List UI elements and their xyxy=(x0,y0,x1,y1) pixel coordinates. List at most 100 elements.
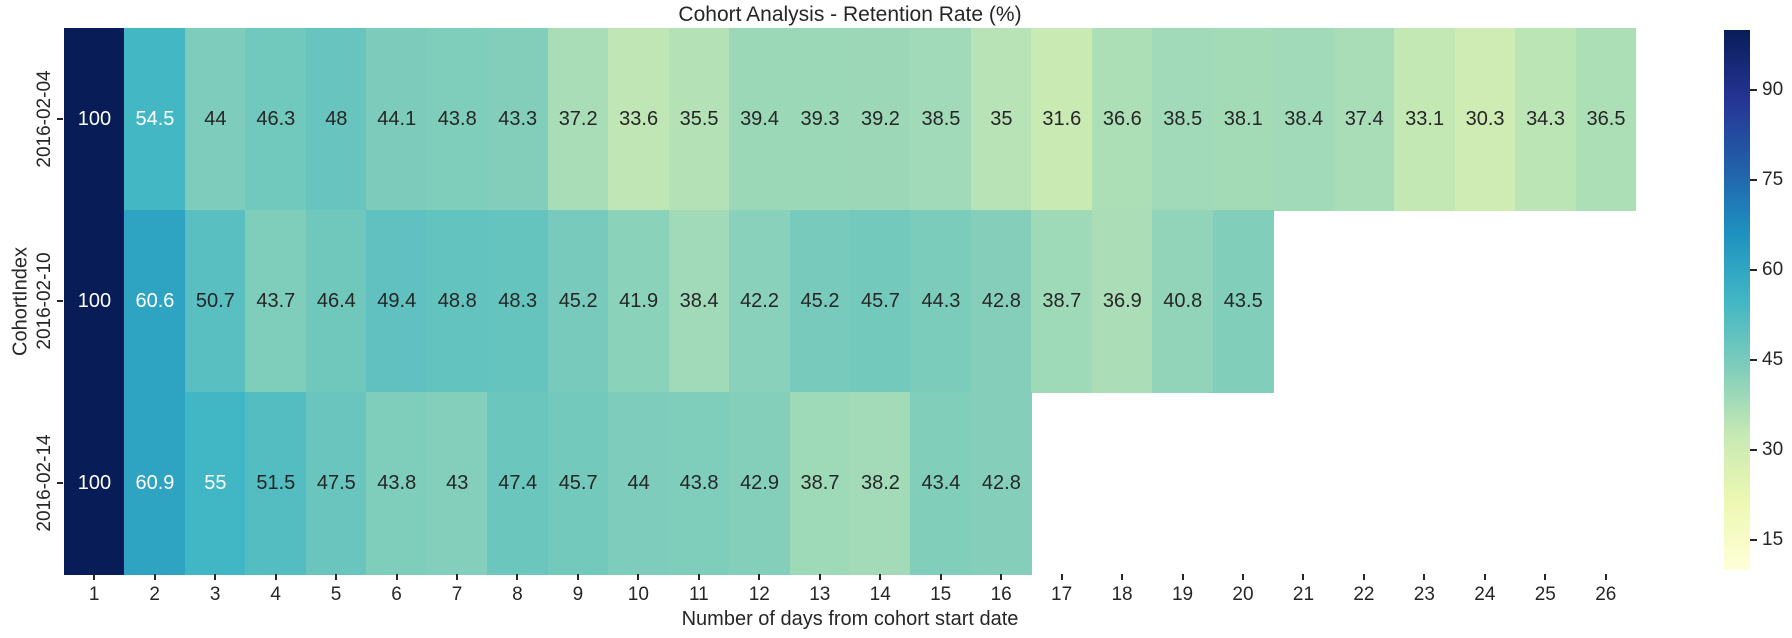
y-tick-label: 2016-02-14 xyxy=(34,434,55,532)
heatmap-cell: 42.2 xyxy=(729,210,791,393)
x-tick-label: 25 xyxy=(1534,584,1556,605)
x-tick-mark xyxy=(1181,574,1184,580)
heatmap-cell: 45.7 xyxy=(850,210,911,393)
heatmap-cell: 49.4 xyxy=(366,210,428,393)
heatmap-cell: 43.5 xyxy=(1212,210,1274,393)
x-tick-mark xyxy=(939,574,942,580)
heatmap-cell: 36.9 xyxy=(1091,210,1153,393)
heatmap-cell: 42.8 xyxy=(970,210,1032,393)
x-tick-label: 24 xyxy=(1474,584,1496,605)
heatmap-cell: 45.7 xyxy=(547,392,609,575)
heatmap-cell: 48 xyxy=(305,28,367,211)
x-tick-mark xyxy=(758,574,761,580)
colorbar-tick-mark xyxy=(1750,539,1757,541)
heatmap-cell: 47.4 xyxy=(487,392,549,575)
x-tick-mark xyxy=(335,574,338,580)
heatmap-cell: 44.3 xyxy=(910,210,972,393)
heatmap-cell: 33.1 xyxy=(1394,28,1456,211)
x-tick-label: 26 xyxy=(1595,584,1617,605)
heatmap-cell: 40.8 xyxy=(1152,210,1214,393)
colorbar-tick-mark xyxy=(1750,179,1757,181)
x-tick-mark xyxy=(1362,574,1365,580)
heatmap-cell: 30.3 xyxy=(1454,28,1516,211)
x-tick-label: 2 xyxy=(149,584,160,605)
x-tick-label: 8 xyxy=(512,584,523,605)
y-tick-label: 2016-02-04 xyxy=(34,70,55,168)
heatmap-cell: 43.8 xyxy=(366,392,428,575)
heatmap-cell: 31.6 xyxy=(1031,28,1093,211)
x-tick-label: 15 xyxy=(930,584,952,605)
x-tick-label: 22 xyxy=(1353,584,1375,605)
heatmap-cell: 50.7 xyxy=(184,210,246,393)
x-tick-mark xyxy=(697,574,700,580)
heatmap-cell: 48.3 xyxy=(487,210,549,393)
heatmap-cell: 45.2 xyxy=(789,210,851,393)
colorbar xyxy=(1724,30,1750,570)
heatmap-cell: 44.1 xyxy=(366,28,428,211)
heatmap-cell: 54.5 xyxy=(124,28,186,211)
heatmap-cell: 46.4 xyxy=(305,210,367,393)
x-tick-mark xyxy=(395,574,398,580)
heatmap-cell: 38.7 xyxy=(1031,210,1093,393)
x-tick-mark xyxy=(1242,574,1244,580)
x-tick-mark xyxy=(1423,574,1426,580)
x-tick-label: 20 xyxy=(1232,584,1254,605)
colorbar-tick-label: 15 xyxy=(1762,529,1784,550)
heatmap-cell: 38.2 xyxy=(850,392,911,575)
x-tick-label: 7 xyxy=(451,584,463,605)
heatmap-cell: 38.1 xyxy=(1212,28,1274,211)
x-tick-mark xyxy=(879,574,882,580)
heatmap-cell: 51.5 xyxy=(245,392,307,575)
heatmap-cell: 43.4 xyxy=(910,392,972,575)
heatmap-cell: 38.7 xyxy=(789,392,851,575)
colorbar-tick-label: 75 xyxy=(1762,169,1784,190)
heatmap-cell: 36.6 xyxy=(1091,28,1153,211)
x-tick-mark xyxy=(1483,574,1486,580)
x-tick-label: 4 xyxy=(270,584,281,605)
heatmap-cell: 43.7 xyxy=(245,210,307,393)
heatmap-cell: 38.5 xyxy=(910,28,972,211)
x-tick-label: 23 xyxy=(1413,584,1435,605)
colorbar-tick-label: 90 xyxy=(1762,79,1784,100)
heatmap-cell: 60.6 xyxy=(124,210,186,393)
heatmap-cell: 35 xyxy=(970,28,1032,211)
x-tick-mark xyxy=(1121,574,1124,580)
heatmap-cell: 41.9 xyxy=(608,210,670,393)
x-tick-label: 12 xyxy=(748,584,770,605)
x-tick-label: 18 xyxy=(1111,584,1133,605)
y-tick-mark xyxy=(57,300,63,302)
x-tick-label: 17 xyxy=(1051,584,1073,605)
x-tick-label: 11 xyxy=(688,584,709,605)
heatmap-cell: 39.3 xyxy=(789,28,851,211)
heatmap-cell: 44 xyxy=(608,392,670,575)
x-tick-mark xyxy=(1604,574,1607,580)
colorbar-tick-mark xyxy=(1750,269,1757,271)
x-tick-mark xyxy=(1302,574,1305,580)
x-tick-mark xyxy=(1000,574,1003,580)
heatmap-cell: 45.2 xyxy=(547,210,609,393)
x-tick-mark xyxy=(214,574,217,580)
heatmap-cell: 55 xyxy=(184,392,246,575)
y-tick-mark xyxy=(57,482,63,484)
x-tick-mark xyxy=(576,574,579,580)
x-tick-mark xyxy=(1060,574,1063,580)
x-tick-label: 6 xyxy=(391,584,402,605)
heatmap-cell: 60.9 xyxy=(124,392,186,575)
heatmap-cell: 43.8 xyxy=(668,392,730,575)
x-tick-mark xyxy=(637,574,640,580)
heatmap-cell: 37.4 xyxy=(1333,28,1395,211)
heatmap-cell: 34.3 xyxy=(1515,28,1577,211)
heatmap-cell: 33.6 xyxy=(608,28,670,211)
heatmap-cell: 48.8 xyxy=(426,210,488,393)
x-tick-label: 19 xyxy=(1171,584,1194,605)
heatmap-cell: 46.3 xyxy=(245,28,307,211)
heatmap-cell: 44 xyxy=(184,28,246,211)
heatmap-cell: 47.5 xyxy=(305,392,367,575)
colorbar-tick-label: 30 xyxy=(1762,439,1784,460)
colorbar-tick-mark xyxy=(1750,89,1757,91)
x-tick-mark xyxy=(153,574,156,580)
heatmap-cell: 42.9 xyxy=(729,392,791,575)
x-tick-label: 9 xyxy=(572,584,584,605)
x-tick-mark xyxy=(456,574,458,580)
